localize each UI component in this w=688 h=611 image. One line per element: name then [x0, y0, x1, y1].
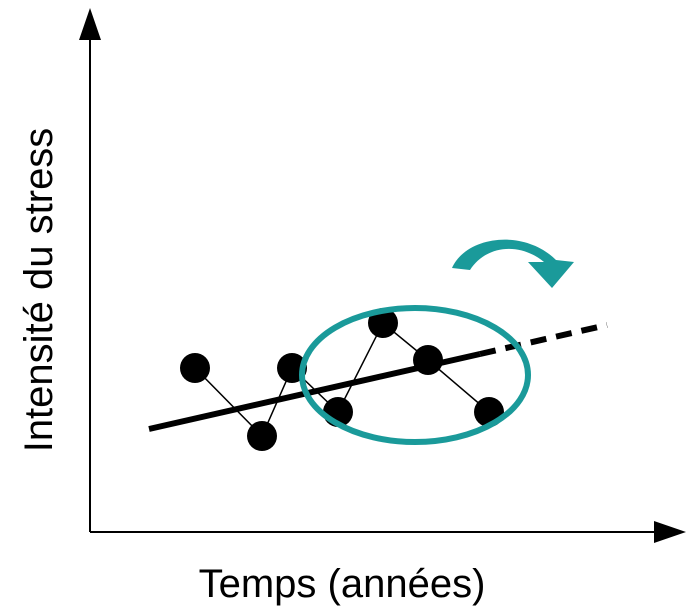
- x-axis-label: Temps (années): [199, 562, 486, 606]
- observation-dot: [247, 421, 277, 451]
- x-axis-arrowhead: [654, 521, 686, 543]
- observation-dot: [368, 308, 398, 338]
- y-axis-label: Intensité du stress: [17, 128, 61, 453]
- observation-dot: [413, 345, 443, 375]
- observation-dot: [180, 353, 210, 383]
- curved-arrow-icon: [452, 239, 574, 288]
- trend-projection: [479, 322, 608, 357]
- highlight-ellipse: [299, 305, 531, 445]
- y-axis-arrowhead: [79, 8, 101, 40]
